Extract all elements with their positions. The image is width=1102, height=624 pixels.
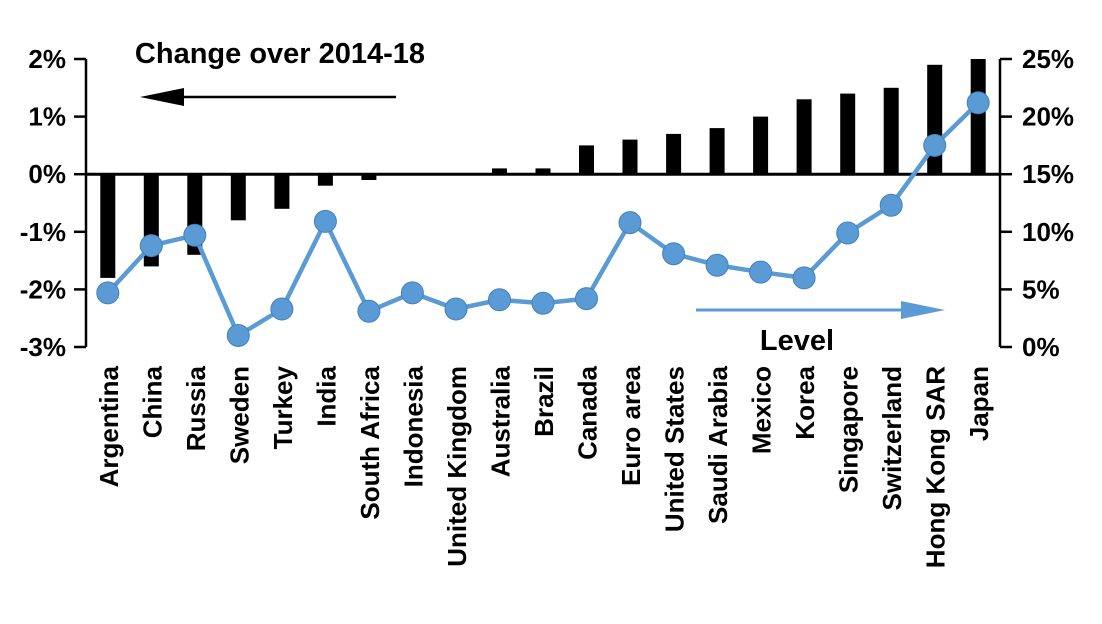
bar — [666, 133, 682, 175]
bar — [970, 59, 986, 175]
x-axis-label: Turkey — [268, 365, 298, 449]
x-axis-label: Indonesia — [398, 365, 428, 487]
level-marker — [183, 223, 207, 247]
left-axis-tick-label: -2% — [20, 274, 66, 304]
level-marker — [662, 242, 686, 266]
level-marker — [270, 297, 294, 321]
level-marker — [226, 324, 250, 347]
left-axis-tick-label: -1% — [20, 217, 66, 247]
x-axis-label: Australia — [485, 365, 515, 477]
x-axis-label: United Kingdom — [442, 366, 472, 567]
level-marker — [836, 221, 860, 245]
left-axis-tick-label: -3% — [20, 332, 66, 362]
bar — [927, 64, 943, 175]
x-axis-label: Saudi Arabia — [703, 365, 733, 524]
left-axis-tick-label: 1% — [28, 102, 66, 132]
bar — [535, 168, 551, 175]
bar — [274, 174, 290, 209]
level-marker — [966, 91, 990, 115]
x-axis-label: India — [311, 365, 341, 426]
level-marker — [400, 281, 424, 305]
right-axis-tick-label: 5% — [1022, 274, 1060, 304]
level-marker — [488, 288, 511, 312]
x-axis-label: Mexico — [747, 366, 777, 454]
right-arrow-head-icon — [901, 301, 945, 319]
level-marker — [705, 253, 729, 277]
level-marker — [879, 193, 903, 217]
left-axis-tick-label: 0% — [28, 159, 66, 189]
right-arrow — [696, 301, 945, 319]
line-series-group — [96, 91, 990, 347]
bar — [230, 174, 246, 221]
bar — [840, 93, 856, 175]
x-axis-label: Switzerland — [877, 366, 907, 510]
bar-series-annotation-label: Change over 2014-18 — [135, 38, 425, 70]
bar-series-group — [100, 59, 986, 278]
level-marker — [139, 234, 163, 258]
level-marker — [531, 291, 555, 315]
bar — [100, 174, 116, 278]
x-axis-labels-group: Argentina China Russia Sweden Turkey India Sou… — [94, 365, 994, 568]
level-marker — [96, 281, 120, 305]
right-axis-tick-label: 15% — [1022, 159, 1074, 189]
bar — [622, 139, 638, 175]
level-marker — [313, 209, 337, 233]
level-marker — [749, 260, 773, 284]
x-axis-label: Russia — [181, 365, 211, 451]
x-axis-label: China — [137, 365, 167, 438]
right-axis-tick-label: 0% — [1022, 332, 1060, 362]
bar — [709, 128, 725, 175]
x-axis-label: Korea — [790, 365, 820, 439]
right-axis-tick-label: 25% — [1022, 44, 1074, 74]
x-axis-label: Argentina — [94, 365, 124, 487]
x-axis-label: Japan — [964, 366, 994, 441]
level-marker — [575, 287, 598, 311]
x-axis-label: Euro area — [616, 365, 646, 485]
bar — [753, 116, 769, 175]
bar — [361, 174, 377, 180]
bar — [579, 145, 594, 175]
x-axis-label: South Africa — [355, 365, 385, 519]
bar — [492, 168, 507, 175]
level-marker — [618, 211, 642, 235]
x-axis-label: United States — [660, 366, 690, 532]
level-marker — [792, 266, 816, 290]
bar — [883, 87, 899, 175]
axes-group: 2% 1% 0% -1% -2% -3% 25% 20% 15% 10% 5% 0% — [20, 44, 1074, 362]
x-axis-label: Hong Kong SAR — [921, 366, 951, 568]
level-marker — [444, 297, 468, 321]
x-axis-label: Singapore — [834, 366, 864, 493]
level-marker — [923, 133, 947, 157]
left-arrow-head-icon — [140, 88, 184, 106]
line-series-annotation-label: Level — [760, 325, 834, 357]
x-axis-label: Canada — [573, 365, 603, 459]
left-arrow — [140, 88, 396, 106]
x-axis-label: Brazil — [529, 366, 559, 437]
level-marker — [357, 299, 381, 323]
right-axis-tick-label: 10% — [1022, 217, 1074, 247]
bar — [317, 174, 333, 186]
left-axis-tick-label: 2% — [28, 44, 66, 74]
x-axis-label: Sweden — [224, 366, 254, 464]
bar — [796, 99, 812, 175]
right-axis-tick-label: 20% — [1022, 102, 1074, 132]
